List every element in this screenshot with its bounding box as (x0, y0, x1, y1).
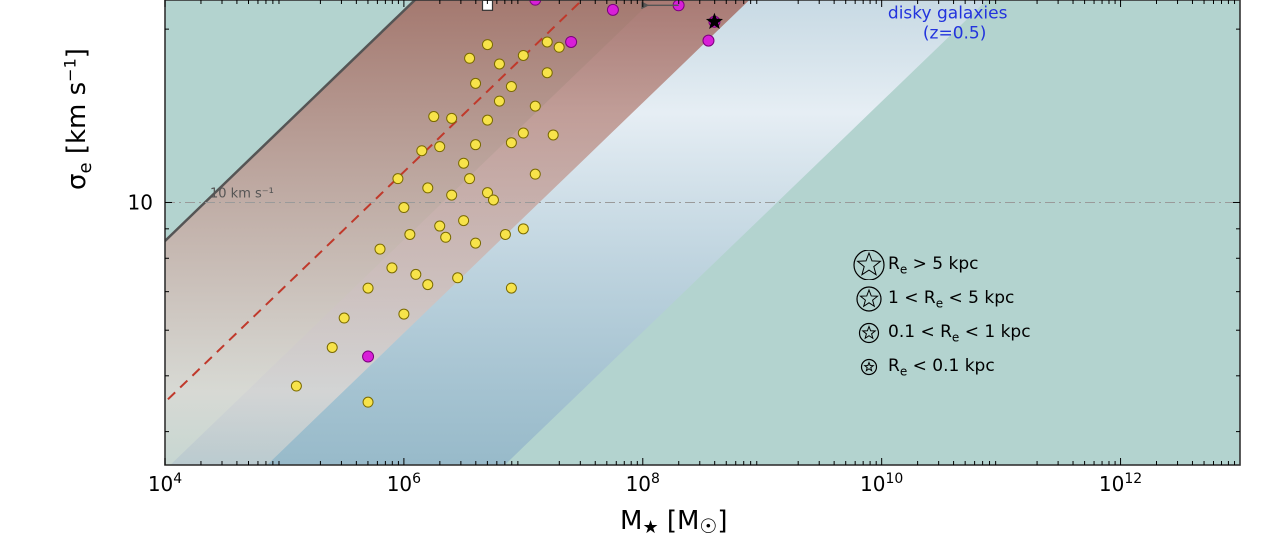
svg-text:10: 10 (128, 190, 153, 214)
legend-marker (850, 318, 888, 348)
legend-label: Re < 0.1 kpc (888, 356, 995, 378)
y-axis-label: σe [km s−1] (60, 48, 96, 190)
legend-label: Re > 5 kpc (888, 254, 978, 276)
legend-marker (850, 250, 888, 280)
hline-label: 10 km s⁻¹ (210, 186, 274, 201)
legend-label: 0.1 < Re < 1 kpc (888, 322, 1031, 344)
legend-row: Re > 5 kpc (850, 250, 1031, 280)
legend-marker (850, 284, 888, 314)
svg-text:disky galaxies: disky galaxies (888, 4, 1008, 24)
legend-row: 1 < Re < 5 kpc (850, 284, 1031, 314)
scatter-chart: 10 km s⁻¹30 km s⁻¹disky galaxies(z=0.5)M… (0, 0, 1280, 549)
legend-row: 0.1 < Re < 1 kpc (850, 318, 1031, 348)
chart-svg: 10 km s⁻¹30 km s⁻¹disky galaxies(z=0.5)M… (0, 0, 1280, 549)
size-legend: Re > 5 kpc 1 < Re < 5 kpc 0.1 < Re < 1 kpc… (850, 250, 1031, 386)
legend-label: 1 < Re < 5 kpc (888, 288, 1014, 310)
legend-marker (850, 352, 888, 382)
legend-row: Re < 0.1 kpc (850, 352, 1031, 382)
y-axis-label-text: σe [km s−1] (62, 48, 92, 190)
x-axis-label: M★ [M☉] (620, 506, 728, 538)
x-axis-label-text: M★ [M☉] (620, 506, 728, 536)
svg-text:(z=0.5): (z=0.5) (923, 24, 986, 44)
